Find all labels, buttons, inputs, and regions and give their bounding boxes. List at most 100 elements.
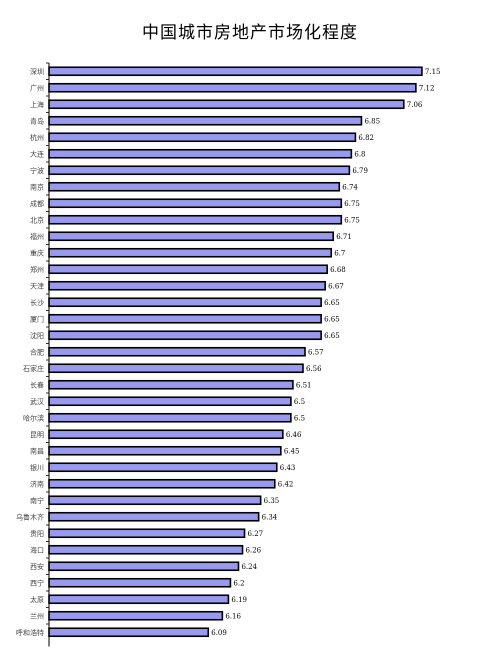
bar (48, 379, 294, 390)
bar (48, 544, 244, 555)
value-label: 6.67 (328, 282, 344, 290)
category-label: 西宁 (30, 578, 44, 587)
category-label: 哈尔滨 (23, 413, 44, 422)
bar (48, 610, 224, 621)
category-label: 重庆 (30, 248, 44, 257)
bar (48, 561, 240, 572)
value-label: 6.5 (294, 414, 305, 422)
bar (48, 231, 335, 242)
bar (48, 214, 343, 225)
value-label: 6.71 (336, 233, 352, 241)
value-label: 6.45 (284, 447, 300, 455)
bar (48, 577, 232, 588)
category-label: 石家庄 (23, 364, 44, 373)
bar (48, 627, 210, 638)
value-label: 6.65 (324, 332, 340, 340)
value-label: 6.34 (262, 513, 278, 521)
category-label: 银川 (30, 463, 44, 472)
bar (48, 181, 341, 192)
category-label: 深圳 (30, 67, 44, 76)
value-label: 7.06 (407, 101, 423, 109)
bar (48, 132, 357, 143)
value-label: 6.65 (324, 299, 340, 307)
category-label: 贵阳 (30, 529, 44, 538)
bar (48, 148, 353, 159)
value-label: 6.27 (248, 530, 264, 538)
value-label: 6.75 (344, 216, 360, 224)
value-label: 7.12 (419, 84, 435, 92)
bar (48, 313, 322, 324)
category-label: 武汉 (30, 397, 44, 406)
category-label: 合肥 (30, 347, 44, 356)
category-label: 大连 (30, 149, 44, 158)
bar (48, 429, 284, 440)
bar (48, 297, 322, 308)
bar (48, 165, 351, 176)
category-label: 北京 (30, 215, 44, 224)
bar (48, 511, 260, 522)
value-label: 6.42 (278, 480, 294, 488)
bar (48, 462, 278, 473)
value-label: 6.68 (330, 266, 346, 274)
category-label: 长沙 (30, 298, 44, 307)
value-label: 6.16 (225, 612, 241, 620)
bar (48, 594, 230, 605)
value-label: 6.46 (286, 431, 302, 439)
category-label: 太原 (30, 595, 44, 604)
category-label: 沈阳 (30, 331, 44, 340)
category-label: 南宁 (30, 496, 44, 505)
bar (48, 528, 246, 539)
value-label: 6.74 (342, 183, 358, 191)
category-label: 宁波 (30, 166, 44, 175)
bar (48, 346, 306, 357)
value-label: 6.09 (211, 629, 227, 637)
value-label: 6.57 (308, 348, 324, 356)
category-label: 海口 (30, 545, 44, 554)
category-label: 南昌 (30, 446, 44, 455)
value-label: 6.8 (354, 150, 365, 158)
category-label: 郑州 (30, 266, 44, 274)
value-label: 6.75 (344, 200, 360, 208)
value-label: 6.85 (364, 117, 380, 125)
category-label: 呼和浩特 (16, 628, 44, 637)
value-label: 6.19 (231, 596, 247, 604)
category-label: 广州 (30, 83, 44, 92)
category-label: 天津 (30, 282, 44, 290)
category-label: 昆明 (30, 431, 44, 439)
category-label: 西安 (30, 562, 44, 571)
category-label: 长春 (30, 380, 44, 389)
value-label: 6.79 (352, 167, 368, 175)
bar (48, 495, 262, 506)
bar (48, 396, 292, 407)
chart-title: 中国城市房地产市场化程度 (142, 23, 358, 43)
value-label: 6.56 (306, 365, 322, 373)
bar (48, 478, 276, 489)
category-label: 成都 (30, 199, 44, 208)
bar (48, 330, 322, 341)
category-label: 厦门 (30, 314, 44, 323)
category-label: 上海 (30, 100, 44, 109)
bar (48, 198, 343, 209)
category-label: 南京 (30, 182, 44, 191)
value-label: 6.35 (264, 497, 280, 505)
category-label: 济南 (30, 479, 44, 488)
value-label: 6.43 (280, 464, 296, 472)
value-label: 6.82 (358, 134, 374, 142)
bar (48, 247, 333, 258)
category-label: 青岛 (30, 116, 44, 125)
bar (48, 280, 326, 291)
bar (48, 115, 363, 126)
category-label: 乌鲁木齐 (16, 512, 44, 521)
value-label: 6.24 (241, 563, 257, 571)
value-label: 7.15 (425, 68, 441, 76)
value-label: 6.26 (246, 546, 262, 554)
value-label: 6.5 (294, 398, 305, 406)
category-label: 福州 (30, 232, 44, 241)
value-label: 6.51 (296, 381, 312, 389)
category-label: 杭州 (30, 133, 44, 142)
bar (48, 264, 328, 275)
bar (48, 445, 282, 456)
category-label: 兰州 (30, 611, 44, 620)
bar (48, 412, 292, 423)
